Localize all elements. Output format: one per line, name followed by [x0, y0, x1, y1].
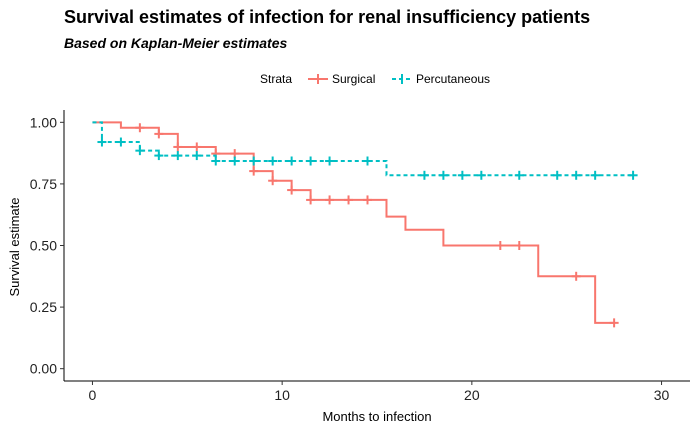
- percutaneous-censor-mark: [306, 156, 316, 166]
- percutaneous-censor-mark: [287, 156, 297, 166]
- percutaneous-censor-mark: [230, 156, 240, 166]
- percutaneous-censor-mark: [116, 137, 126, 147]
- percutaneous-censor-mark: [457, 170, 467, 180]
- legend-item-surgical: Surgical: [308, 72, 375, 86]
- surgical-censor-mark: [192, 142, 202, 152]
- surgical-censor-mark: [268, 176, 278, 186]
- surgical-censor-mark: [325, 195, 335, 205]
- percutaneous-censor-mark: [590, 170, 600, 180]
- surgical-censor-mark: [173, 142, 183, 152]
- legend-item-percutaneous: Percutaneous: [392, 72, 490, 86]
- chart-title: Survival estimates of infection for rena…: [64, 7, 591, 27]
- legend-label-percutaneous: Percutaneous: [416, 72, 490, 86]
- percutaneous-censor-mark: [173, 151, 183, 161]
- percutaneous-censor-mark: [552, 170, 562, 180]
- percutaneous-censor-mark: [135, 146, 145, 156]
- surgical-censor-mark: [287, 185, 297, 195]
- x-tick-label: 10: [274, 387, 290, 403]
- surgical-censor-mark: [135, 123, 145, 133]
- x-axis-label: Months to infection: [322, 409, 431, 424]
- legend: Strata Surgical Percutaneous: [260, 72, 490, 86]
- percutaneous-censor-mark: [363, 156, 373, 166]
- surgical-censor-mark: [514, 241, 524, 250]
- surgical-censor-mark: [306, 195, 316, 205]
- x-tick-label: 20: [464, 387, 480, 403]
- legend-label-surgical: Surgical: [332, 72, 375, 86]
- surgical-censor-mark: [344, 195, 354, 205]
- percutaneous-censor-mark: [571, 170, 581, 180]
- percutaneous-censor-mark: [192, 151, 202, 161]
- y-tick-label: 0.00: [30, 361, 57, 377]
- surgical-censor-mark: [363, 195, 373, 205]
- percutaneous-censor-mark: [249, 156, 259, 166]
- surgical-censor-mark: [495, 241, 505, 250]
- surgical-survival-line: [92, 121, 615, 324]
- x-tick-label: 0: [89, 387, 97, 403]
- percutaneous-censor-mark: [97, 137, 107, 147]
- percutaneous-censor-mark: [211, 156, 221, 166]
- y-tick-label: 0.50: [30, 238, 57, 254]
- plot-area: [92, 121, 638, 328]
- x-tick-label: 30: [654, 387, 670, 403]
- percutaneous-censor-mark: [514, 170, 524, 180]
- y-tick-label: 1.00: [30, 114, 57, 130]
- percutaneous-censor-mark: [628, 170, 638, 180]
- chart-subtitle: Based on Kaplan-Meier estimates: [64, 35, 288, 51]
- y-tick-label: 0.25: [30, 299, 57, 315]
- surgical-censor-mark: [571, 271, 581, 281]
- legend-title: Strata: [260, 72, 292, 86]
- percutaneous-censor-mark: [154, 151, 164, 161]
- surgical-censor-mark: [249, 166, 259, 176]
- percutaneous-censor-mark: [476, 170, 486, 180]
- percutaneous-censor-mark: [419, 170, 429, 180]
- surgical-censor-mark: [154, 129, 164, 139]
- percutaneous-censor-mark: [438, 170, 448, 180]
- axes: 0.00 0.25 0.50 0.75 1.00 0 10 20 30: [30, 110, 690, 403]
- y-axis-label: Survival estimate: [7, 198, 22, 297]
- surgical-censor-mark: [609, 318, 619, 328]
- percutaneous-censor-mark: [325, 156, 335, 166]
- y-tick-label: 0.75: [30, 176, 57, 192]
- percutaneous-survival-line: [92, 121, 634, 177]
- percutaneous-censor-mark: [268, 156, 278, 166]
